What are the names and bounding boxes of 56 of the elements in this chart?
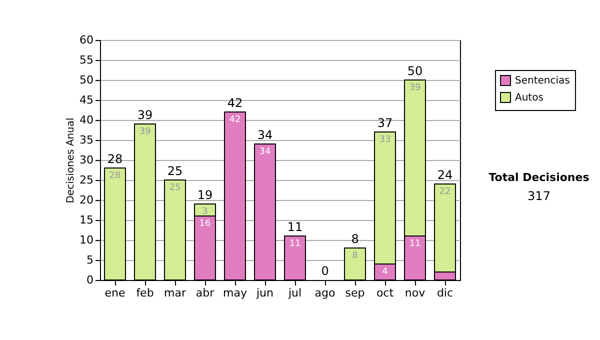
y-tick-label: 25 xyxy=(80,174,94,186)
total-label: 39 xyxy=(137,108,153,122)
x-tick-label: feb xyxy=(136,286,154,300)
y-tick-label: 40 xyxy=(80,114,94,126)
text: 317 xyxy=(528,189,550,203)
total-label: 19 xyxy=(197,188,213,202)
y-tick-label: 55 xyxy=(80,54,94,66)
text: 0 xyxy=(321,264,329,278)
y-tick-label: 15 xyxy=(80,214,94,226)
x-tick-label: ene xyxy=(104,286,126,300)
y-tick-label: 0 xyxy=(86,274,94,286)
data-label: 39 xyxy=(409,83,421,93)
y-tick-label: 50 xyxy=(80,74,94,86)
legend-label: Sentencias xyxy=(515,76,570,86)
data-label: 22 xyxy=(439,187,451,197)
x-tick-label: jun xyxy=(256,286,274,300)
total-label: 28 xyxy=(107,152,123,166)
data-label: 8 xyxy=(352,251,358,261)
y-axis-title: Decisiones Anual xyxy=(66,118,77,204)
y-tick-label: 60 xyxy=(80,34,94,46)
data-label: 25 xyxy=(169,183,181,193)
x-tick-label: abr xyxy=(196,286,215,300)
x-tick-label: dic xyxy=(436,286,454,300)
data-label: 33 xyxy=(379,135,391,145)
y-tick-label: 10 xyxy=(80,234,94,246)
legend-label: Autos xyxy=(515,92,544,104)
y-tick-label: 20 xyxy=(80,194,94,206)
total-label: 34 xyxy=(257,128,273,142)
x-tick-label: nov xyxy=(404,286,426,300)
text: Total Decisiones xyxy=(488,171,590,184)
data-label: 34 xyxy=(259,147,271,157)
y-tick-label: 30 xyxy=(80,154,94,166)
data-label: 28 xyxy=(109,171,121,181)
data-label: 39 xyxy=(139,127,151,137)
x-tick-label: ago xyxy=(314,286,336,300)
data-label: 16 xyxy=(199,219,211,229)
y-tick-label: 35 xyxy=(80,134,94,146)
total-label: 24 xyxy=(437,168,453,182)
x-tick-label: may xyxy=(223,286,248,300)
y-tick-label: 5 xyxy=(86,254,94,266)
total-label: 50 xyxy=(407,64,423,78)
total-label: 37 xyxy=(377,116,393,130)
data-label: 11 xyxy=(289,239,301,249)
data-label: 42 xyxy=(229,115,241,125)
data-label: 3 xyxy=(202,207,208,217)
x-tick-label: sep xyxy=(345,286,365,300)
total-label: 42 xyxy=(227,96,243,110)
x-tick-label: mar xyxy=(164,286,186,300)
total-label: 25 xyxy=(167,164,183,178)
total-label: 8 xyxy=(351,232,359,246)
x-tick-label: oct xyxy=(376,286,394,300)
data-label: 11 xyxy=(409,239,421,249)
y-tick-label: 45 xyxy=(80,94,94,106)
total-label: 11 xyxy=(287,220,303,234)
x-tick-label: jul xyxy=(287,286,302,300)
data-label: 4 xyxy=(382,267,388,277)
